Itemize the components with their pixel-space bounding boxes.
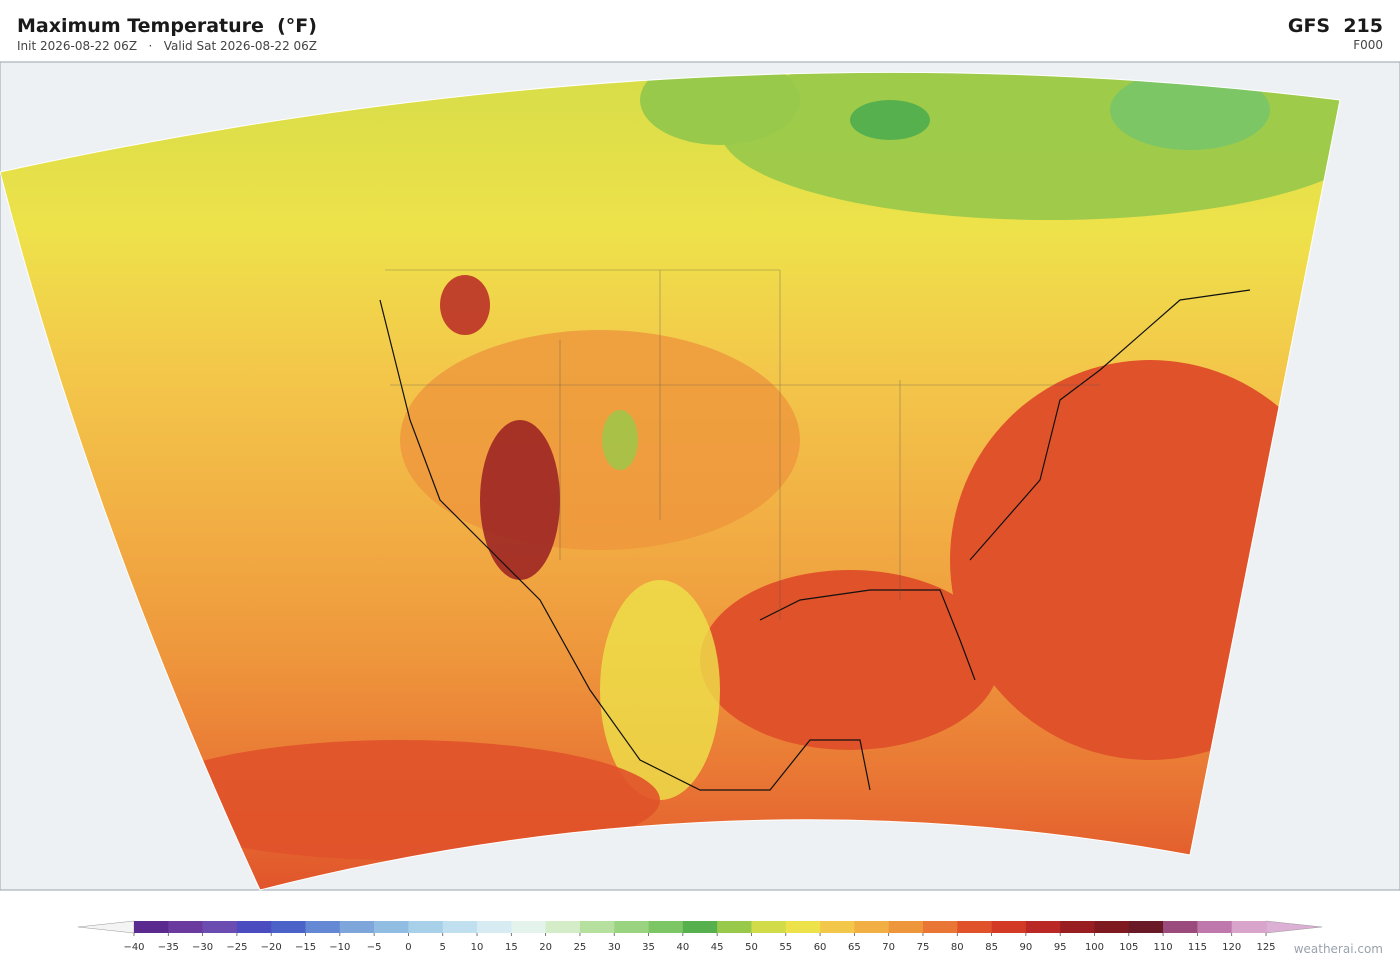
colorbar-bin <box>477 921 512 933</box>
tick-label: 5 <box>440 942 446 953</box>
colorbar-bin <box>511 921 546 933</box>
colorbar-bin <box>957 921 992 933</box>
tick-label: −40 <box>123 942 144 953</box>
colorbar-bin <box>1025 921 1061 933</box>
tick-label: 125 <box>1256 942 1275 953</box>
colorbar-under <box>77 920 135 934</box>
tick-label: 10 <box>471 942 484 953</box>
colorbar-bin <box>545 921 581 933</box>
domain-edge <box>0 71 1341 891</box>
colorbar-bin <box>1128 921 1164 933</box>
colorbar-bin <box>614 921 649 933</box>
tick-label: 90 <box>1020 942 1033 953</box>
colorbar-bin <box>442 921 478 933</box>
tick-label: 20 <box>539 942 552 953</box>
tick-label: 80 <box>951 942 964 953</box>
colorbar-bin <box>305 921 341 933</box>
colorbar-bin <box>168 921 203 933</box>
colorbar-bin <box>854 921 889 933</box>
colorbar-over <box>1265 920 1323 934</box>
tick-label: −5 <box>367 942 382 953</box>
tick-label: 120 <box>1222 942 1241 953</box>
tick-label: 15 <box>505 942 518 953</box>
colorbar-bin <box>374 921 409 933</box>
watermark: weatherai.com <box>1293 942 1383 956</box>
colorbar-bin <box>751 921 787 933</box>
tick-label: 105 <box>1119 942 1138 953</box>
tick-label: −25 <box>226 942 247 953</box>
colorbar: −40 −35 −30 −25 −20 −15 −10 −5 0 5 10 15 20 25 30 35 40 4… <box>77 920 1323 953</box>
tick-label: −35 <box>158 942 179 953</box>
tick-label: 70 <box>882 942 895 953</box>
colorbar-bin <box>134 921 169 933</box>
colorbar-bin <box>202 921 238 933</box>
tick-label: 50 <box>745 942 758 953</box>
forecast-step: F000 <box>1353 38 1383 52</box>
tick-label: 60 <box>814 942 827 953</box>
colorbar-bin <box>579 921 615 933</box>
tick-label: 40 <box>676 942 689 953</box>
title: Maximum Temperature (°F) <box>17 15 317 37</box>
tick-label: −20 <box>261 942 282 953</box>
colorbar-bin <box>1094 921 1130 933</box>
tick-label: 30 <box>608 942 621 953</box>
colorbar-bin <box>888 921 924 933</box>
colorbar-bin <box>922 921 958 933</box>
tick-label: 45 <box>711 942 724 953</box>
colorbar-bin <box>1197 921 1232 933</box>
tick-label: 75 <box>917 942 930 953</box>
tick-label: −15 <box>295 942 316 953</box>
tick-label: 95 <box>1054 942 1067 953</box>
tick-label: 25 <box>574 942 587 953</box>
colorbar-bin <box>820 921 855 933</box>
colorbar-bin <box>339 921 375 933</box>
colorbar-bin <box>1060 921 1095 933</box>
tick-label: −10 <box>329 942 350 953</box>
borders <box>385 269 1100 620</box>
colorbar-bin <box>648 921 684 933</box>
colorbar-bin <box>236 921 272 933</box>
temperature-field <box>0 72 1340 890</box>
colorbar-bin <box>991 921 1027 933</box>
colorbar-bin <box>717 921 752 933</box>
tick-label: 65 <box>848 942 861 953</box>
colorbar-bin <box>1231 921 1267 933</box>
colorbar-bin <box>682 921 718 933</box>
colorbar-bin <box>785 921 821 933</box>
colorbar-bin <box>271 921 306 933</box>
tick-label: −30 <box>192 942 213 953</box>
tick-label: 100 <box>1085 942 1104 953</box>
tick-label: 35 <box>642 942 655 953</box>
subtitle: Init 2026-08-22 06Z · Valid Sat 2026-08-… <box>17 39 318 53</box>
tick-label: 55 <box>779 942 792 953</box>
tick-label: 115 <box>1188 942 1207 953</box>
tick-label: 85 <box>985 942 998 953</box>
tick-label: 0 <box>405 942 411 953</box>
tick-label: 110 <box>1154 942 1173 953</box>
model-name: GFS 215 <box>1287 15 1383 37</box>
colorbar-bin <box>1163 921 1198 933</box>
colorbar-bin <box>408 921 444 933</box>
